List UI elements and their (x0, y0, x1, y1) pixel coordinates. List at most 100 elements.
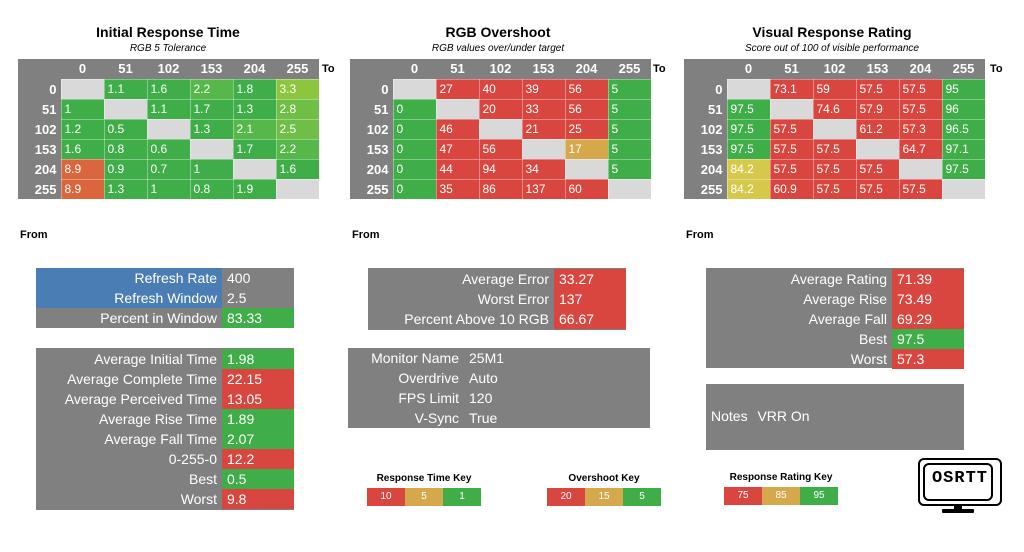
heatmap-cell: 20 (478, 98, 523, 120)
heatmap-cell: 57.9 (855, 98, 900, 120)
heatmap-initial-response: 0 51 102 153 204 255 0 1.1 1.6 2.2 1.8 3.3 51 1 1.1 1.7… (18, 59, 320, 200)
stat-label: Refresh Window (36, 288, 222, 308)
key-title: Response Rating Key (729, 472, 833, 483)
stat-value: 71.39 (892, 269, 964, 289)
heatmap-cell: 34 (521, 158, 566, 180)
heatmap-cell: 57.5 (812, 138, 857, 160)
heatmap-empty-cell (275, 178, 320, 200)
heatmap-cell: 5 (607, 158, 652, 180)
heatmap-cell: 94 (478, 158, 523, 180)
column-header: 102 (147, 59, 190, 79)
heatmap-cell: 1.2 (60, 118, 105, 140)
stat-label: Average Fall (808, 311, 887, 327)
column-header: 51 (104, 59, 147, 79)
column-header: 102 (479, 59, 522, 79)
heatmap-cell: 44 (435, 158, 480, 180)
heatmap-cell: 57.5 (855, 158, 900, 180)
column-header: 153 (190, 59, 233, 79)
heatmap-empty-cell (855, 138, 900, 160)
heatmap-cell: 0 (392, 98, 437, 120)
notes-panel: Notes VRR On (706, 384, 964, 450)
heatmap-cell: 5 (607, 118, 652, 140)
heatmap-cell: 95 (941, 78, 986, 100)
heatmap-empty-cell (941, 178, 986, 200)
notes-value: VRR On (757, 408, 810, 424)
key-title: Overshoot Key (568, 473, 640, 484)
heatmap-empty-cell (769, 98, 814, 120)
heatmap-cell: 1.1 (146, 98, 191, 120)
heatmap-cell: 47 (435, 138, 480, 160)
heatmap-cell: 1.7 (189, 98, 234, 120)
stat-label: Best (188, 471, 217, 487)
stat-label: Monitor Name (371, 350, 459, 366)
stat-label: Average Initial Time (94, 351, 217, 367)
stat-label: Average Complete Time (67, 371, 217, 387)
column-header: 255 (608, 59, 651, 79)
stat-label: Worst Error (477, 291, 549, 307)
stat-label: Average Rating (790, 271, 887, 287)
heatmap-cell: 56 (564, 98, 609, 120)
heatmap-cell: 0.9 (103, 158, 148, 180)
heatmap-subtitle: RGB values over/under target (431, 43, 565, 54)
heatmap-title: Visual Response Rating (752, 24, 912, 40)
stat-label: Worst (180, 491, 217, 507)
row-header: 0 (684, 79, 727, 99)
key-swatch: 15 (585, 488, 623, 506)
heatmap-empty-cell (189, 138, 234, 160)
heatmap-cell: 57.5 (769, 158, 814, 180)
axis-to-label: To (990, 63, 1003, 75)
heatmap-cell: 57.5 (769, 138, 814, 160)
row-header: 204 (18, 159, 61, 179)
stat-value: 120 (469, 390, 493, 406)
key-swatch: 75 (724, 487, 762, 505)
row-header: 153 (350, 139, 393, 159)
heatmap-cell: 0.8 (189, 178, 234, 200)
stat-label: Refresh Rate (36, 268, 222, 288)
stat-value: 97.5 (892, 329, 964, 349)
heatmap-cell: 5 (607, 138, 652, 160)
heatmap-corner (684, 59, 727, 79)
stat-value: 400 (222, 268, 294, 288)
row-header: 153 (18, 139, 61, 159)
key-swatch: 5 (623, 488, 661, 506)
column-header: 255 (942, 59, 985, 79)
heatmap-cell: 60.9 (769, 178, 814, 200)
heatmap-cell: 97.5 (726, 118, 771, 140)
stat-label: V-Sync (414, 410, 459, 426)
heatmap-cell: 2.5 (275, 118, 320, 140)
heatmap-cell: 1 (189, 158, 234, 180)
row-header: 102 (350, 119, 393, 139)
row-header: 204 (350, 159, 393, 179)
stat-value: 13.05 (222, 389, 294, 409)
notes-label: Notes (711, 408, 748, 424)
column-header: 153 (522, 59, 565, 79)
heatmap-cell: 1.7 (232, 138, 277, 160)
response-rating-key: Response Rating Key 75 85 95 (724, 472, 838, 505)
stat-label: Overdrive (398, 370, 459, 386)
heatmap-subtitle: RGB 5 Tolerance (129, 43, 207, 54)
column-header: 204 (899, 59, 942, 79)
axis-from-label: From (686, 229, 714, 241)
key-swatch: 95 (800, 487, 838, 505)
column-header: 204 (565, 59, 608, 79)
overshoot-key: Overshoot Key 20 15 5 (547, 473, 661, 506)
heatmap-cell: 96 (941, 98, 986, 120)
column-header: 0 (727, 59, 770, 79)
stat-label: FPS Limit (398, 390, 459, 406)
heatmap-cell: 97.5 (726, 98, 771, 120)
stat-value: 69.29 (892, 309, 964, 329)
heatmap-cell: 5 (607, 98, 652, 120)
key-swatch: 20 (547, 488, 585, 506)
heatmap-cell: 1 (146, 178, 191, 200)
heatmap-visual-rating: 0 51 102 153 204 255 0 73.1 59 57.5 57.5 95 51 97.5 74… (684, 59, 986, 200)
heatmap-cell: 0 (392, 138, 437, 160)
stat-label: 0-255-0 (168, 451, 217, 467)
heatmap-cell: 56 (564, 78, 609, 100)
heatmap-title: RGB Overshoot (445, 24, 551, 40)
key-swatch: 85 (762, 487, 800, 505)
column-header: 102 (813, 59, 856, 79)
heatmap-empty-cell (521, 138, 566, 160)
row-header: 255 (350, 179, 393, 199)
stat-label: Average Rise Time (98, 411, 217, 427)
heatmap-cell: 64.7 (898, 138, 943, 160)
